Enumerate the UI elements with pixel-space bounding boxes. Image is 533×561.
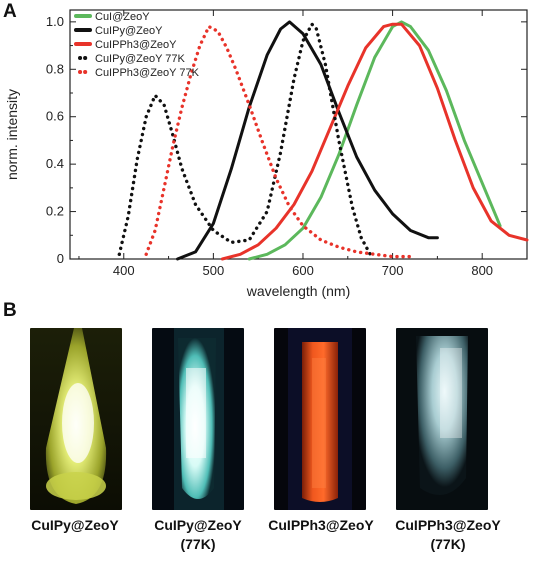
legend-label: CuIPPh3@ZeoY 77K [95, 67, 200, 79]
y-tick-label: 1.0 [46, 14, 64, 29]
y-tick-label: 0.2 [46, 204, 64, 219]
x-tick-label: 700 [382, 263, 404, 278]
caption-line-2: (77K) [430, 536, 466, 552]
legend-label: CuIPPh3@ZeoY [95, 39, 177, 51]
series-line-2 [220, 22, 529, 261]
panel-b-label: B [3, 300, 17, 321]
series-line-1 [176, 20, 439, 261]
x-tick-label: 800 [471, 263, 493, 278]
photo-cuipy-zeoy-77k [152, 328, 244, 510]
caption-cuipph3-zeoy-77k: CuIPPh3@ZeoY (77K) [388, 516, 508, 554]
photo-cuipph3-zeoy-77k [396, 328, 488, 510]
series-line-4 [144, 24, 413, 259]
y-tick-label: 0 [57, 251, 64, 266]
x-tick-label: 400 [113, 263, 135, 278]
legend-label: CuIPy@ZeoY 77K [95, 53, 186, 65]
y-tick-label: 0.4 [46, 156, 64, 171]
y-axis-label: norm. intensity [4, 89, 20, 180]
x-tick-label: 600 [292, 263, 314, 278]
emission-spectra-chart: 400 500 600 700 800 0 0.2 0.4 0.6 0.8 1.0 wavelengt… [4, 9, 529, 299]
legend-label: CuI@ZeoY [95, 11, 150, 23]
caption-line-2: (77K) [180, 536, 216, 552]
caption-line-1: CuIPy@ZeoY [154, 517, 242, 533]
caption-cuipy-zeoy: CuIPy@ZeoY [20, 516, 130, 535]
caption-cuipph3-zeoy: CuIPPh3@ZeoY [264, 516, 378, 535]
y-tick-label: 0.8 [46, 61, 64, 76]
series-line-3 [117, 22, 372, 257]
caption-line-1: CuIPPh3@ZeoY [268, 517, 374, 533]
legend-label: CuIPy@ZeoY [95, 25, 163, 37]
y-tick-label: 0.6 [46, 109, 64, 124]
x-axis-label: wavelength (nm) [246, 283, 351, 299]
panel-a-label: A [3, 1, 17, 22]
x-tick-label: 500 [203, 263, 225, 278]
caption-cuipy-zeoy-77k: CuIPy@ZeoY (77K) [143, 516, 253, 554]
caption-line-1: CuIPPh3@ZeoY [395, 517, 501, 533]
series-line-0 [247, 20, 502, 261]
plot-frame [69, 9, 528, 260]
caption-line-1: CuIPy@ZeoY [31, 517, 119, 533]
photo-cuipy-zeoy [30, 328, 122, 510]
photo-cuipph3-zeoy [274, 328, 366, 510]
